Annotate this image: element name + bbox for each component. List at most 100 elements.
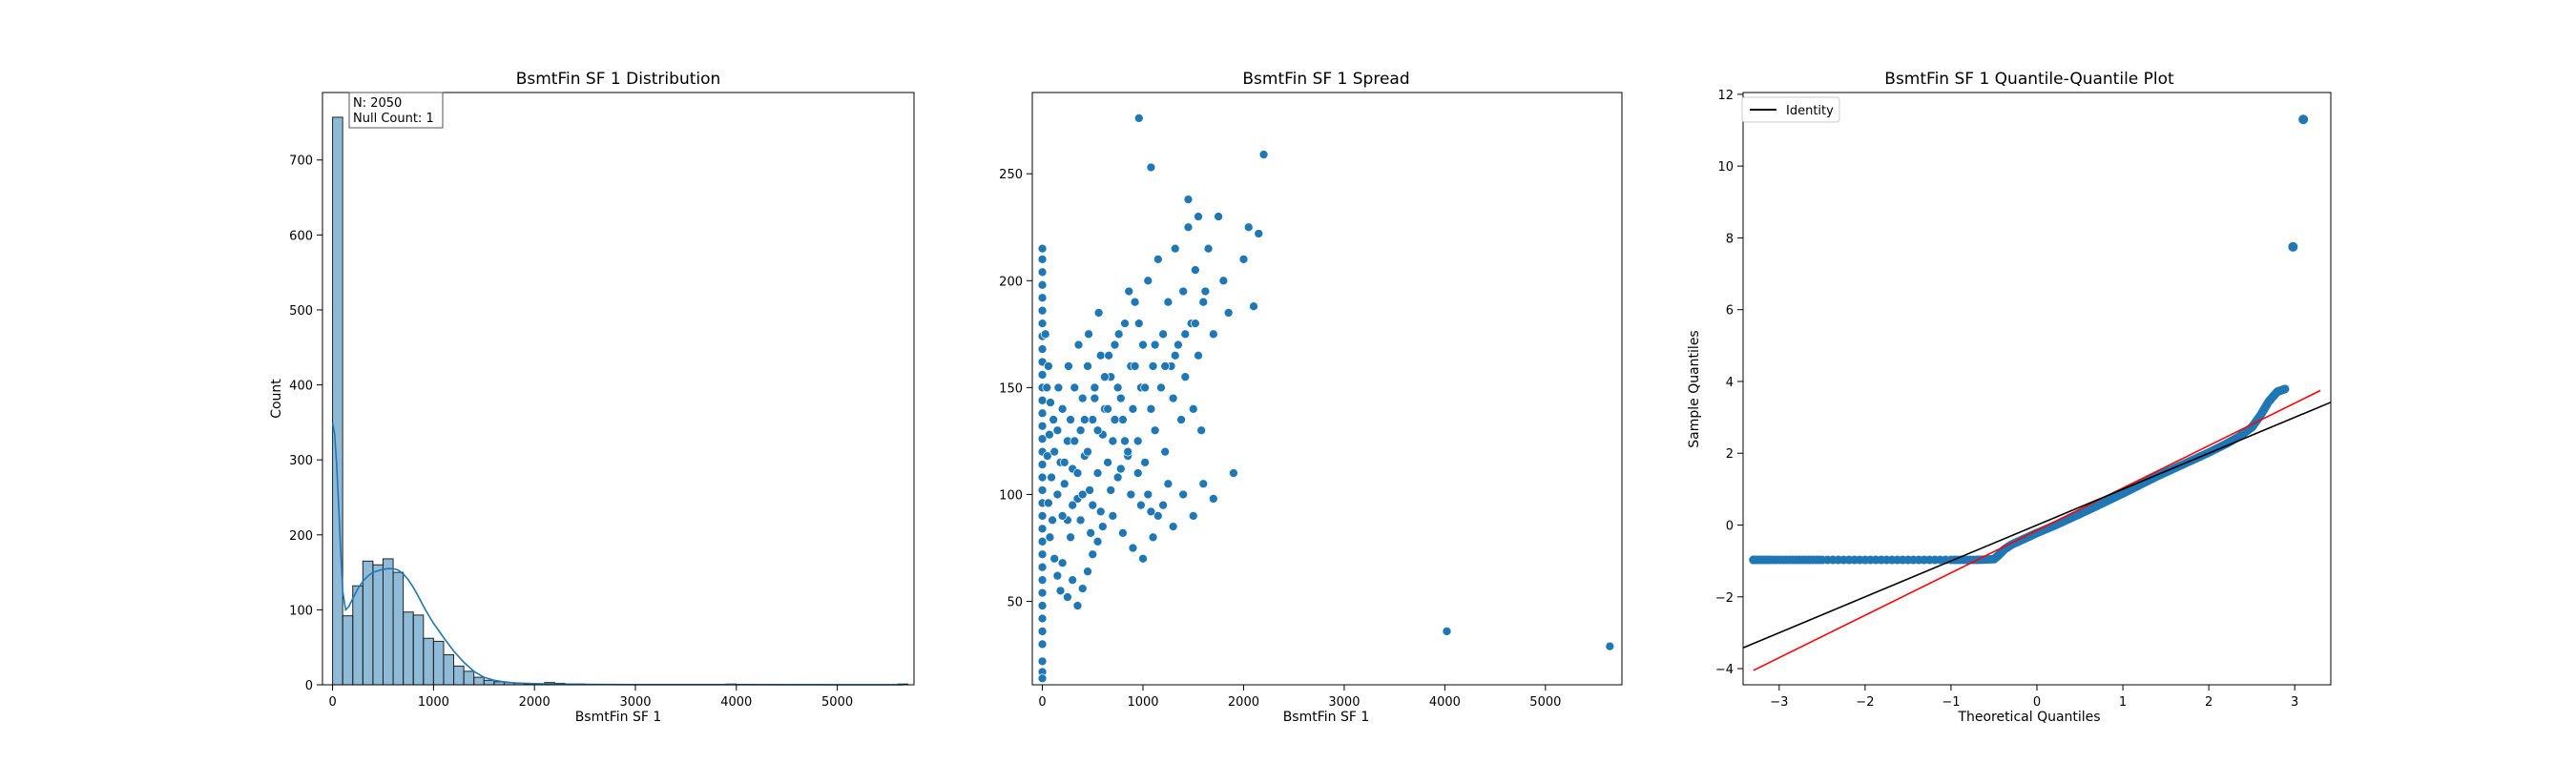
- scatter-point: [1057, 558, 1068, 568]
- scatter-point: [1100, 372, 1110, 382]
- histogram-bar: [423, 637, 434, 686]
- scatter-point: [1037, 656, 1048, 667]
- scatter-point: [1126, 489, 1136, 500]
- scatter-point: [1200, 286, 1211, 297]
- distribution-ytick-label: 0: [305, 679, 313, 693]
- scatter-point: [1188, 403, 1198, 414]
- scatter-point: [1180, 329, 1191, 340]
- scatter-point: [1170, 243, 1180, 254]
- scatter-point: [1258, 150, 1269, 159]
- scatter-point: [1138, 340, 1148, 350]
- scatter-point: [1136, 500, 1146, 510]
- scatter-point: [1113, 329, 1124, 340]
- scatter-point: [1124, 286, 1134, 297]
- spread-ytick-label: 250: [999, 168, 1023, 182]
- scatter-point: [1077, 584, 1088, 593]
- scatter-point: [1190, 265, 1200, 275]
- scatter-point: [1044, 361, 1053, 371]
- histogram-bar: [352, 585, 364, 686]
- scatter-point: [1198, 479, 1209, 489]
- scatter-point: [1110, 415, 1120, 424]
- scatter-point: [1088, 549, 1098, 560]
- scatter-point: [1037, 549, 1048, 560]
- scatter-point: [1037, 485, 1048, 495]
- legend-box: [1741, 96, 1840, 123]
- histogram-bar: [432, 640, 445, 686]
- scatter-point: [1086, 527, 1096, 538]
- scatter-point: [1037, 255, 1048, 264]
- scatter-point: [1103, 403, 1112, 414]
- scatter-point: [1052, 489, 1063, 500]
- scatter-point: [1170, 350, 1180, 361]
- qq-outlier-point: [2298, 114, 2309, 125]
- scatter-point: [1072, 468, 1083, 478]
- qq-outlier-point: [2288, 241, 2298, 252]
- qq-xtick-label: 1: [2119, 695, 2127, 710]
- qq-points: [1749, 114, 2309, 565]
- scatter-point: [1070, 436, 1080, 446]
- spread-panel: BsmtFin SF 1 Spread BsmtFin SF 1 0 1000 20…: [999, 70, 1623, 725]
- scatter-point: [1178, 489, 1189, 500]
- scatter-point: [1088, 500, 1098, 510]
- qq-ytick-label: −2: [1715, 591, 1734, 606]
- scatter-point: [1037, 639, 1048, 650]
- scatter-point: [1132, 436, 1143, 446]
- spread-xtick-label: 4000: [1429, 695, 1461, 710]
- scatter-point: [1083, 567, 1092, 577]
- scatter-point: [1048, 515, 1057, 526]
- scatter-point: [1115, 464, 1126, 474]
- scatter-point: [1037, 460, 1048, 469]
- scatter-point: [1037, 613, 1048, 624]
- distribution-ytick-label: 100: [289, 604, 313, 618]
- scatter-point: [1120, 319, 1130, 328]
- scatter-point: [1163, 479, 1174, 489]
- scatter-point: [1037, 370, 1048, 380]
- scatter-point: [1442, 627, 1452, 636]
- qq-point: [2280, 384, 2290, 394]
- qq-xtick-label: 3: [2291, 695, 2298, 710]
- distribution-ytick-label: 300: [289, 454, 313, 468]
- histogram-bar: [473, 676, 485, 686]
- qq-plot-area: [1743, 114, 2331, 671]
- scatter-point: [1037, 575, 1048, 585]
- qq-legend: Identity: [1741, 96, 1840, 123]
- spread-title: BsmtFin SF 1 Spread: [1242, 70, 1409, 89]
- distribution-ytick-label: 400: [289, 380, 313, 394]
- scatter-point: [1150, 425, 1160, 436]
- scatter-point: [1110, 340, 1120, 350]
- distribution-xtick-label: 1000: [418, 695, 449, 710]
- spread-ytick-label: 100: [999, 488, 1023, 503]
- spread-xtick-label: 5000: [1529, 695, 1561, 710]
- scatter-point: [1075, 515, 1086, 526]
- scatter-point: [1068, 575, 1078, 585]
- scatter-point: [1049, 553, 1060, 564]
- scatter-point: [1088, 415, 1098, 424]
- scatter-point: [1238, 255, 1249, 264]
- scatter-point: [1132, 468, 1143, 478]
- distribution-xtick-label: 4000: [720, 695, 752, 710]
- scatter-point: [1138, 553, 1148, 564]
- qq-ytick-label: 0: [1726, 520, 1734, 534]
- distribution-title: BsmtFin SF 1 Distribution: [516, 70, 721, 89]
- distribution-frame: [322, 92, 915, 686]
- scatter-point: [1037, 421, 1048, 431]
- scatter-point: [1037, 472, 1048, 483]
- scatter-point: [1174, 340, 1183, 350]
- scatter-point: [1037, 319, 1048, 328]
- qq-ytick-label: 10: [1717, 160, 1734, 175]
- distribution-xtick-label: 2000: [519, 695, 551, 710]
- scatter-point: [1176, 415, 1186, 424]
- scatter-point: [1037, 673, 1048, 684]
- scatter-point: [1042, 451, 1052, 461]
- scatter-point: [1163, 297, 1174, 307]
- qq-identity-line: [1743, 402, 2331, 649]
- scatter-point: [1243, 222, 1254, 233]
- scatter-point: [1208, 494, 1218, 504]
- scatter-point: [1059, 457, 1070, 467]
- scatter-point: [1046, 398, 1055, 407]
- scatter-point: [1194, 350, 1203, 361]
- distribution-ytick-label: 600: [289, 229, 313, 243]
- scatter-point: [1072, 601, 1083, 610]
- scatter-point: [1037, 305, 1048, 316]
